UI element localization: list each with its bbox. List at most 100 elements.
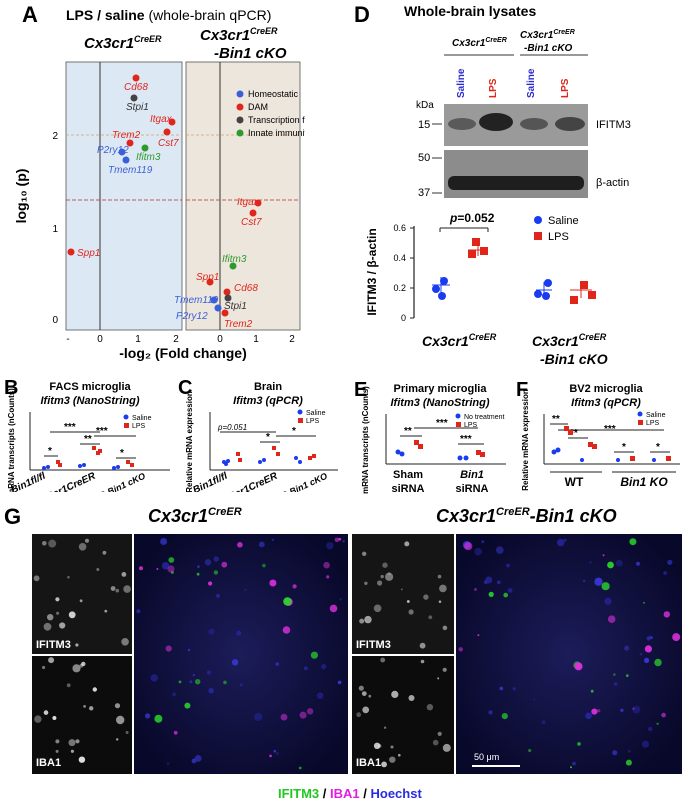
panel-a-ylabel: log₁₀ (p) [13, 169, 29, 224]
cell-speckle [646, 636, 651, 641]
pt-itgax-l [168, 118, 176, 126]
cell-speckle [667, 559, 673, 565]
svg-text:Itgax: Itgax [150, 114, 173, 125]
cell-speckle [477, 634, 480, 637]
cell-speckle [574, 662, 583, 671]
left-plot-bg [65, 61, 183, 331]
left-points: Cd68 Stpi1 Itgax Cst7 Trem2 P2ry12 Ifitm… [67, 74, 179, 259]
cell-speckle [47, 614, 54, 621]
cell-speckle [326, 542, 334, 550]
cell-speckle [239, 683, 243, 687]
panel-letter-c: C [178, 377, 192, 399]
cell-speckle [577, 742, 581, 746]
cell-speckle [557, 538, 565, 547]
cell-speckle [139, 566, 143, 571]
cell-speckle [439, 584, 447, 593]
svg-text:FACS microglia: FACS microglia [49, 381, 131, 393]
cell-speckle [404, 541, 410, 547]
cell-speckle [438, 600, 442, 603]
cell-speckle [170, 570, 174, 574]
svg-text:Primary microglia: Primary microglia [394, 383, 488, 395]
svg-text:**: ** [84, 434, 92, 445]
svg-text:*: * [656, 442, 660, 453]
cell-speckle [204, 559, 212, 566]
svg-text:Spp1: Spp1 [77, 248, 100, 259]
pt-spp1-l [67, 248, 75, 256]
cell-speckle [178, 680, 182, 684]
cell-speckle [292, 584, 297, 589]
cell-speckle [196, 572, 200, 576]
svg-text:LPS: LPS [548, 231, 569, 243]
cell-speckle [458, 647, 463, 652]
svg-text:Stpi1: Stpi1 [224, 301, 247, 312]
svg-text:Ifitm3 (qPCR): Ifitm3 (qPCR) [233, 395, 303, 407]
right-group-title: Cx3cr1CreER [200, 26, 278, 44]
cell-speckle [442, 667, 447, 672]
cell-speckle [145, 713, 151, 719]
cell-speckle [273, 749, 277, 753]
svg-text:37: 37 [418, 187, 430, 199]
cell-speckle [184, 702, 191, 709]
cell-speckle [607, 561, 614, 569]
cell-speckle [304, 666, 308, 671]
svg-text:BV2 microglia: BV2 microglia [569, 383, 643, 395]
cell-speckle [625, 674, 629, 677]
g-caption: IFITM3 / IBA1 / Hoechst [278, 786, 422, 801]
cell-speckle [213, 556, 219, 562]
cell-speckle [428, 615, 433, 620]
cell-speckle [607, 615, 616, 623]
cell-speckle [496, 546, 504, 554]
cell-speckle [89, 706, 94, 711]
cell-speckle [642, 601, 646, 604]
svg-text:0.2: 0.2 [393, 283, 406, 293]
panel-f: F BV2 microglia Ifitm3 (qPCR) Relative m… [514, 378, 685, 496]
svg-text:LPS: LPS [646, 420, 660, 427]
cell-speckle [161, 562, 170, 570]
cell-speckle [110, 586, 116, 591]
svg-text:Trem2: Trem2 [224, 319, 253, 330]
cell-speckle [481, 540, 485, 544]
cell-speckle [408, 695, 415, 701]
cell-speckle [632, 705, 641, 714]
cell-speckle [254, 712, 263, 721]
svg-text:Trem2: Trem2 [112, 130, 141, 141]
cell-speckle [512, 687, 516, 691]
cell-speckle [648, 726, 653, 732]
cell-speckle [283, 597, 292, 606]
cell-speckle [70, 749, 74, 753]
cell-speckle [269, 754, 272, 758]
cell-speckle [426, 704, 434, 711]
cell-speckle [280, 713, 288, 721]
svg-text:50: 50 [418, 152, 430, 164]
cell-speckle [590, 689, 594, 693]
svg-text:IBA1: IBA1 [36, 757, 61, 769]
cell-speckle [55, 749, 59, 753]
panel-a-xlabel: -log₂ (Fold change) [119, 345, 247, 361]
cell-speckle [437, 731, 442, 736]
svg-text:-Bin1 cKO: -Bin1 cKO [540, 351, 608, 367]
cell-speckle [195, 679, 201, 685]
cell-speckle [59, 622, 66, 629]
cell-speckle [231, 659, 239, 666]
svg-text:2: 2 [289, 334, 295, 345]
cell-speckle [244, 588, 247, 592]
svg-text:Stpi1: Stpi1 [126, 102, 149, 113]
svg-text:Saline: Saline [306, 410, 326, 417]
cell-speckle [114, 703, 121, 709]
svg-text:**: ** [570, 428, 578, 439]
cell-speckle [380, 574, 384, 579]
cell-speckle [165, 645, 172, 652]
cell-speckle [474, 588, 477, 591]
svg-text:Tmem119: Tmem119 [174, 295, 219, 306]
panel-d-ylabel: IFITM3 / β-actin [365, 228, 379, 315]
svg-text:Spp1: Spp1 [196, 272, 219, 283]
panel-letter-b: B [4, 377, 18, 399]
svg-text:Saline: Saline [132, 415, 152, 422]
cell-speckle [48, 539, 57, 548]
cell-speckle [275, 662, 280, 666]
cell-speckle [75, 643, 79, 647]
cell-speckle [620, 708, 624, 712]
svg-text:Ifitm3: Ifitm3 [222, 254, 247, 265]
cell-speckle [628, 750, 631, 753]
d-dots [432, 238, 596, 304]
